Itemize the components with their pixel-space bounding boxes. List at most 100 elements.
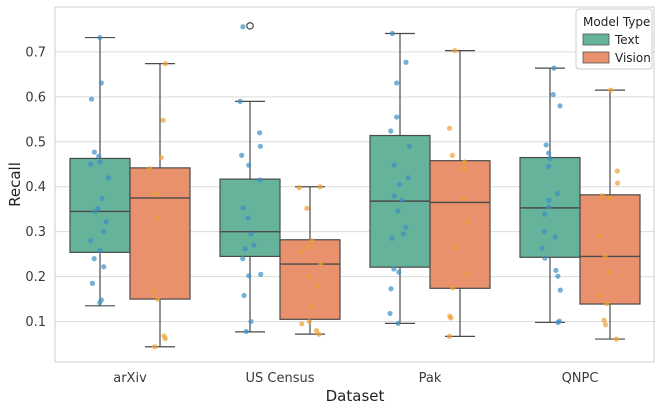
data-point-text — [245, 215, 251, 221]
data-point-vision — [153, 190, 159, 197]
data-point-text — [406, 143, 412, 149]
plot-frame — [54, 6, 655, 363]
data-point-vision — [309, 304, 315, 310]
data-point-text — [99, 195, 105, 202]
data-point-text — [248, 231, 254, 237]
data-point-text — [557, 103, 563, 109]
data-point-vision — [449, 152, 455, 158]
data-point-vision — [614, 168, 620, 174]
box-text — [219, 22, 281, 333]
box-text — [369, 32, 431, 324]
data-point-vision — [452, 47, 458, 54]
data-point-vision — [306, 274, 312, 280]
data-point-vision — [602, 253, 608, 259]
legend-label-vision: Vision — [615, 51, 651, 65]
data-point-text — [243, 328, 249, 335]
box-plot-boxes — [69, 22, 641, 348]
axes-border — [54, 6, 655, 363]
data-point-vision — [318, 261, 324, 267]
data-point-text — [257, 143, 263, 149]
data-point-text — [97, 159, 103, 165]
data-point-text — [257, 177, 263, 183]
data-point-vision — [315, 283, 321, 290]
data-point-text — [539, 245, 545, 251]
y-tick-label: 0.6 — [25, 90, 46, 105]
legend-title: Model Type — [583, 15, 650, 29]
data-point-vision — [446, 333, 453, 339]
data-point-text — [394, 80, 400, 86]
data-point-text — [555, 273, 561, 279]
data-point-vision — [607, 195, 613, 201]
iqr-box — [429, 160, 491, 289]
data-point-vision — [299, 321, 305, 327]
data-point-text — [554, 190, 561, 197]
data-point-vision — [461, 166, 467, 172]
data-point-text — [388, 286, 394, 292]
data-point-text — [101, 264, 107, 270]
data-point-vision — [154, 215, 160, 221]
data-point-text — [92, 208, 98, 215]
data-point-vision — [155, 296, 161, 302]
data-point-vision — [613, 336, 619, 342]
data-point-text — [403, 224, 409, 230]
legend-label-text: Text — [614, 33, 640, 47]
data-point-text — [389, 30, 395, 37]
data-point-text — [403, 59, 409, 65]
data-point-text — [546, 163, 552, 170]
data-point-vision — [604, 300, 610, 307]
box-vision — [429, 49, 491, 337]
data-point-vision — [306, 318, 312, 325]
data-point-vision — [460, 195, 467, 201]
data-point-text — [239, 152, 245, 158]
data-point-text — [391, 266, 397, 272]
data-point-text — [240, 256, 246, 262]
data-point-text — [542, 211, 548, 217]
y-axis-title: Recall — [6, 162, 24, 207]
y-tick-label: 0.1 — [25, 315, 46, 330]
data-point-text — [98, 80, 104, 86]
data-point-vision — [461, 159, 468, 165]
data-point-vision — [162, 336, 168, 342]
data-point-text — [553, 267, 559, 273]
outlier-marker — [246, 22, 254, 30]
y-tick-label: 0.7 — [25, 45, 46, 60]
legend-swatch-text — [582, 33, 610, 46]
data-point-vision — [306, 244, 312, 251]
data-point-text — [97, 300, 103, 306]
data-point-text — [546, 197, 552, 203]
data-point-vision — [464, 271, 470, 277]
data-point-text — [396, 181, 402, 188]
data-point-vision — [146, 166, 153, 172]
y-tick-label: 0.4 — [25, 180, 46, 195]
data-point-text — [546, 204, 552, 210]
x-tick-label: arXiv — [113, 371, 147, 386]
data-point-text — [88, 238, 94, 244]
iqr-box — [129, 167, 191, 300]
data-point-text — [97, 247, 103, 254]
data-point-text — [394, 114, 400, 120]
data-point-text — [237, 98, 243, 104]
data-point-text — [97, 34, 103, 41]
data-point-text — [547, 155, 553, 162]
data-point-text — [242, 246, 248, 252]
data-point-vision — [597, 233, 603, 239]
axis-tick-labels: 0.1 0.2 0.3 0.4 0.5 0.6 0.7 arXiv US Census Pak QN… — [25, 45, 598, 386]
data-point-text — [100, 228, 107, 234]
data-point-vision — [298, 249, 304, 255]
box-text — [69, 36, 131, 307]
x-tick-label: QNPC — [562, 371, 599, 386]
legend-items: Text Vision — [582, 33, 651, 65]
box-vision — [279, 186, 341, 335]
data-point-text — [258, 271, 264, 277]
box-vision — [129, 63, 191, 348]
iqr-box — [579, 194, 641, 305]
data-point-text — [541, 229, 547, 235]
data-point-text — [542, 255, 548, 261]
box-text — [519, 67, 581, 324]
data-point-vision — [597, 292, 604, 299]
strip-points — [88, 24, 621, 350]
data-point-vision — [309, 238, 315, 244]
data-point-text — [240, 24, 246, 30]
data-point-vision — [304, 205, 310, 211]
data-point-text — [550, 92, 556, 98]
